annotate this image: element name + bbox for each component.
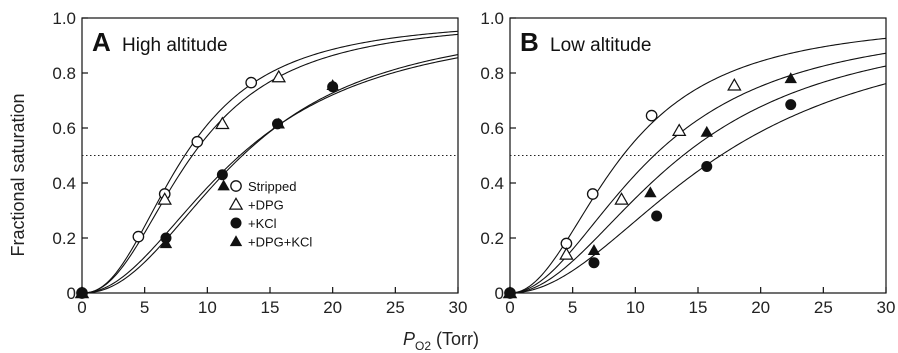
panel-b-point-dpg-3 <box>671 123 687 136</box>
panel-a-point-dpg-kcl-4 <box>326 79 339 91</box>
panel-b-letter: B <box>520 27 539 57</box>
panel-b-curve-kcl <box>509 83 887 294</box>
x-axis-title: PO2 (Torr) <box>403 329 479 353</box>
panel-b-title: Low altitude <box>550 35 651 56</box>
panel-a: 0 5 10 15 20 25 30 0 0.2 0.4 0.6 0.8 1.0 A High altitu… <box>52 9 467 317</box>
panel-b-y-tick-label-2: 0.4 <box>480 174 504 193</box>
panel-b-point-kcl-2 <box>651 210 663 222</box>
panel-b-curve-dpg <box>509 52 887 294</box>
panel-a-x-tick-label-6: 30 <box>449 298 468 317</box>
panel-a-point-dpg-kcl-0 <box>75 286 89 298</box>
panel-b-point-dpg-4 <box>727 77 742 91</box>
legend-marker-dpg <box>228 197 244 210</box>
legend-label-stripped: Stripped <box>248 179 296 194</box>
panel-a-curve-dpg <box>81 33 459 294</box>
panel-a-y-tick-label-0: 0 <box>67 284 76 303</box>
panel-a-x-tick-label-0: 0 <box>77 298 86 317</box>
x-axis-title-subscript: O2 <box>415 339 431 353</box>
panel-b-point-kcl-1 <box>588 257 600 269</box>
panel-b-point-dpg-kcl-3 <box>700 125 713 137</box>
x-axis-title-unit: (Torr) <box>431 329 479 349</box>
panel-a-letter: A <box>92 27 111 57</box>
panel-a-point-dpg-1 <box>157 192 172 205</box>
panel-b-point-kcl-3 <box>701 161 713 172</box>
panel-b-point-dpg-kcl-4 <box>784 72 797 84</box>
panel-b-point-dpg-kcl-2 <box>644 186 657 198</box>
panel-b-point-dpg-2 <box>614 192 629 205</box>
panel-b-y-tick-label-3: 0.6 <box>480 119 504 138</box>
panel-b-x-tick-label-3: 15 <box>689 298 708 317</box>
panel-a-y-tick-label-3: 0.6 <box>52 119 76 138</box>
legend-label-dpg-kcl: +DPG+KCl <box>248 235 312 250</box>
panel-a-curve-kcl <box>81 57 459 294</box>
panel-b-y-tick-label-4: 0.8 <box>480 64 504 83</box>
panel-b-y-tick-label-1: 0.2 <box>480 229 504 248</box>
panel-a-y-tick-label-1: 0.2 <box>52 229 76 248</box>
panel-a-curve-stripped <box>81 30 459 294</box>
panel-a-point-dpg-kcl-1 <box>159 237 173 249</box>
legend-marker-kcl <box>230 217 242 229</box>
panel-b: 0 5 10 15 20 25 30 0 0.2 0.4 0.6 0.8 1.0 B Low altitud… <box>480 9 895 317</box>
legend-label-kcl: +KCl <box>248 216 277 231</box>
panel-a-point-stripped-4 <box>245 76 258 89</box>
panel-a-y-tick-label-2: 0.4 <box>52 174 76 193</box>
panel-b-point-dpg-kcl-0 <box>503 286 517 298</box>
panel-a-point-stripped-1 <box>132 230 145 243</box>
panel-a-curve-dpg-kcl <box>81 54 459 294</box>
panel-a-point-dpg-3 <box>271 69 287 83</box>
panel-a-x-tick-label-2: 10 <box>198 298 217 317</box>
panel-b-y-tick-label-5: 1.0 <box>480 9 504 28</box>
panel-a-y-tick-label-4: 0.8 <box>52 64 76 83</box>
panel-a-point-dpg-2 <box>215 116 230 130</box>
legend-marker-stripped <box>230 180 242 192</box>
panel-a-x-tick-label-5: 25 <box>386 298 405 317</box>
panel-b-point-stripped-3 <box>645 109 658 122</box>
panel-b-curve-dpg-kcl <box>509 65 887 294</box>
panel-b-x-tick-label-2: 10 <box>626 298 645 317</box>
legend-marker-dpg-kcl <box>229 235 243 247</box>
panel-a-point-dpg-kcl-2 <box>217 179 230 191</box>
panel-b-point-dpg-1 <box>559 247 574 260</box>
legend-label-dpg: +DPG <box>248 198 284 213</box>
panel-a-x-tick-label-3: 15 <box>261 298 280 317</box>
y-axis-title: Fractional saturation <box>8 93 28 256</box>
panel-b-x-tick-label-0: 0 <box>505 298 514 317</box>
panel-b-x-tick-label-1: 5 <box>568 298 577 317</box>
panel-b-point-dpg-kcl-1 <box>587 244 601 256</box>
panel-b-x-tick-label-4: 20 <box>751 298 770 317</box>
panel-b-point-stripped-2 <box>586 188 599 200</box>
panel-a-point-kcl-2 <box>216 169 228 181</box>
panel-a-point-stripped-3 <box>191 135 204 148</box>
panel-b-curve-stripped <box>509 37 887 294</box>
panel-b-point-kcl-4 <box>785 99 797 111</box>
panel-b-x-tick-label-5: 25 <box>814 298 833 317</box>
panel-a-point-dpg-kcl-3 <box>272 117 285 129</box>
panel-b-x-tick-label-6: 30 <box>877 298 896 317</box>
panel-a-y-tick-label-5: 1.0 <box>52 9 76 28</box>
x-axis-title-main: P <box>403 329 415 349</box>
panel-a-x-tick-label-1: 5 <box>140 298 149 317</box>
panel-a-title: High altitude <box>122 35 228 56</box>
panel-a-x-tick-label-4: 20 <box>323 298 342 317</box>
panel-b-y-tick-label-0: 0 <box>495 284 504 303</box>
